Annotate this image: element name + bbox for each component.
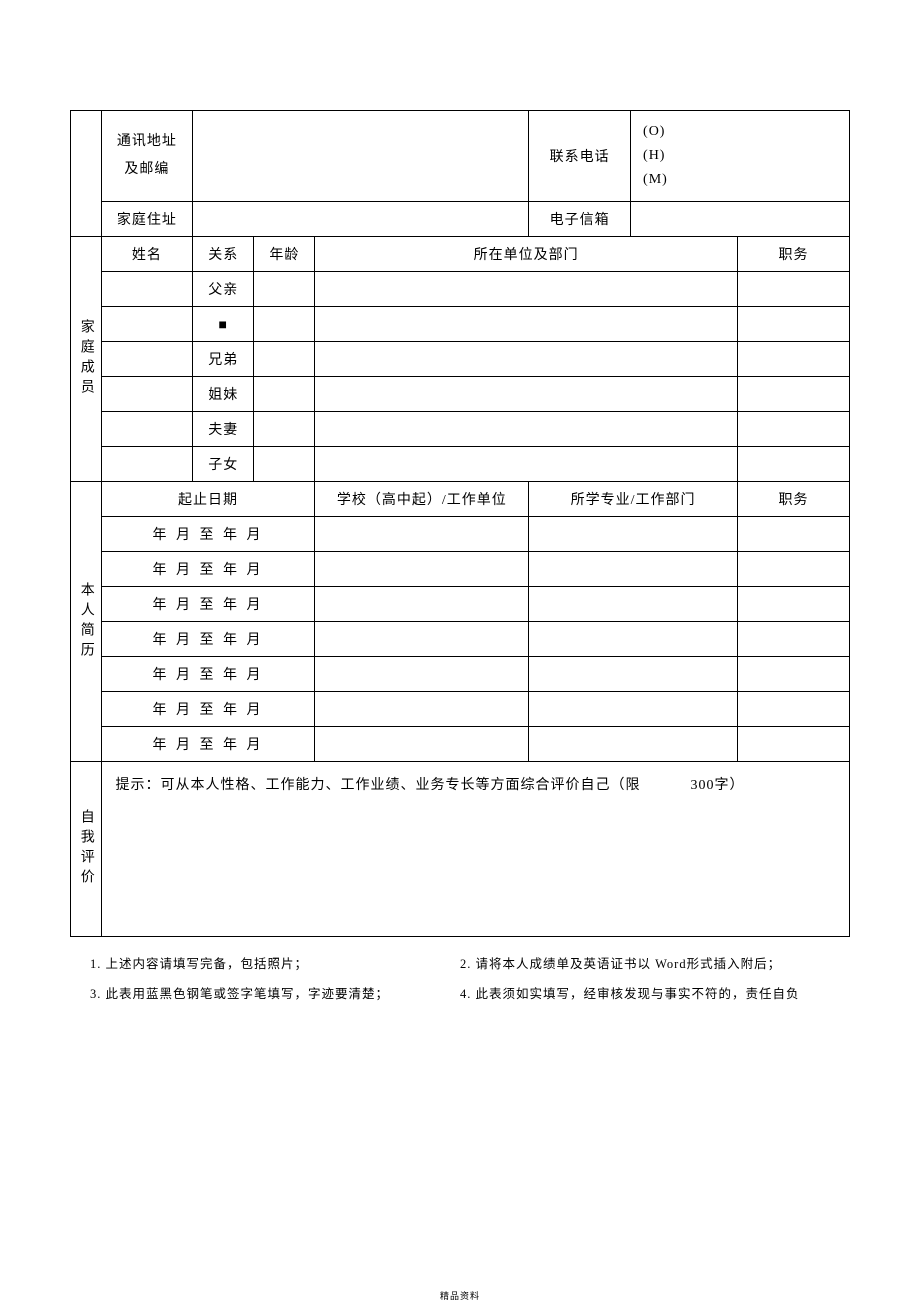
resume-major-1 (529, 517, 738, 552)
resume-duty-7 (737, 727, 849, 762)
home-addr-value (193, 202, 529, 237)
family-unit-6 (315, 447, 738, 482)
family-unit-3 (315, 342, 738, 377)
family-relation-4: 姐妹 (193, 377, 254, 412)
home-addr-label: 家庭住址 (101, 202, 193, 237)
family-name-6 (101, 447, 193, 482)
resume-major-2 (529, 552, 738, 587)
family-header-age: 年龄 (254, 237, 315, 272)
resume-section-label: 本人简历 (71, 482, 102, 762)
family-age-2 (254, 307, 315, 342)
resume-period-5: 年 月 至 年 月 (101, 657, 315, 692)
resume-school-5 (315, 657, 529, 692)
form-table: 通讯地址及邮编 联系电话 (O)(H)(M) 家庭住址 电子信箱 家庭成员 姓名… (70, 110, 850, 937)
resume-duty-5 (737, 657, 849, 692)
resume-duty-2 (737, 552, 849, 587)
resume-duty-3 (737, 587, 849, 622)
resume-major-6 (529, 692, 738, 727)
family-duty-4 (737, 377, 849, 412)
contact-side-cell (71, 111, 102, 237)
resume-major-4 (529, 622, 738, 657)
email-value (631, 202, 850, 237)
resume-school-1 (315, 517, 529, 552)
resume-school-7 (315, 727, 529, 762)
note-3: 3. 此表用蓝黑色钢笔或签字笔填写，字迹要清楚； (90, 979, 460, 1009)
notes-block: 1. 上述内容请填写完备，包括照片； 2. 请将本人成绩单及英语证书以 Word… (70, 949, 850, 1009)
family-header-name: 姓名 (101, 237, 193, 272)
family-age-5 (254, 412, 315, 447)
family-age-1 (254, 272, 315, 307)
resume-major-5 (529, 657, 738, 692)
resume-period-6: 年 月 至 年 月 (101, 692, 315, 727)
contact-addr-value (193, 111, 529, 202)
family-header-unit: 所在单位及部门 (315, 237, 738, 272)
resume-school-2 (315, 552, 529, 587)
email-label: 电子信箱 (529, 202, 631, 237)
family-unit-4 (315, 377, 738, 412)
note-1: 1. 上述内容请填写完备，包括照片； (90, 949, 460, 979)
resume-header-period: 起止日期 (101, 482, 315, 517)
resume-duty-1 (737, 517, 849, 552)
family-duty-1 (737, 272, 849, 307)
resume-header-major: 所学专业/工作部门 (529, 482, 738, 517)
family-name-5 (101, 412, 193, 447)
family-unit-5 (315, 412, 738, 447)
resume-period-2: 年 月 至 年 月 (101, 552, 315, 587)
family-header-duty: 职务 (737, 237, 849, 272)
resume-duty-4 (737, 622, 849, 657)
family-name-3 (101, 342, 193, 377)
resume-major-7 (529, 727, 738, 762)
family-age-6 (254, 447, 315, 482)
resume-school-4 (315, 622, 529, 657)
eval-section-label: 自我评价 (71, 762, 102, 937)
eval-hint: 提示：可从本人性格、工作能力、工作业绩、业务专长等方面综合评价自己（限300字） (101, 762, 849, 937)
resume-header-school: 学校（高中起）/工作单位 (315, 482, 529, 517)
resume-major-3 (529, 587, 738, 622)
family-duty-3 (737, 342, 849, 377)
family-section-label: 家庭成员 (71, 237, 102, 482)
family-relation-6: 子女 (193, 447, 254, 482)
family-relation-3: 兄弟 (193, 342, 254, 377)
resume-period-1: 年 月 至 年 月 (101, 517, 315, 552)
family-age-4 (254, 377, 315, 412)
family-header-relation: 关系 (193, 237, 254, 272)
family-name-2 (101, 307, 193, 342)
resume-school-3 (315, 587, 529, 622)
family-unit-1 (315, 272, 738, 307)
family-name-4 (101, 377, 193, 412)
page-footer: 精品资料 (70, 1289, 850, 1302)
family-duty-5 (737, 412, 849, 447)
family-unit-2 (315, 307, 738, 342)
resume-period-3: 年 月 至 年 月 (101, 587, 315, 622)
resume-period-7: 年 月 至 年 月 (101, 727, 315, 762)
note-2: 2. 请将本人成绩单及英语证书以 Word形式插入附后； (460, 949, 781, 979)
family-age-3 (254, 342, 315, 377)
family-relation-5: 夫妻 (193, 412, 254, 447)
resume-school-6 (315, 692, 529, 727)
family-relation-1: 父亲 (193, 272, 254, 307)
resume-period-4: 年 月 至 年 月 (101, 622, 315, 657)
family-duty-6 (737, 447, 849, 482)
family-relation-2: ■ (193, 307, 254, 342)
resume-duty-6 (737, 692, 849, 727)
contact-phone-label: 联系电话 (529, 111, 631, 202)
note-4: 4. 此表须如实填写，经审核发现与事实不符的，责任自负 (460, 979, 800, 1009)
family-duty-2 (737, 307, 849, 342)
contact-addr-label: 通讯地址及邮编 (101, 111, 193, 202)
family-name-1 (101, 272, 193, 307)
contact-phone-value: (O)(H)(M) (631, 111, 850, 202)
resume-header-duty: 职务 (737, 482, 849, 517)
